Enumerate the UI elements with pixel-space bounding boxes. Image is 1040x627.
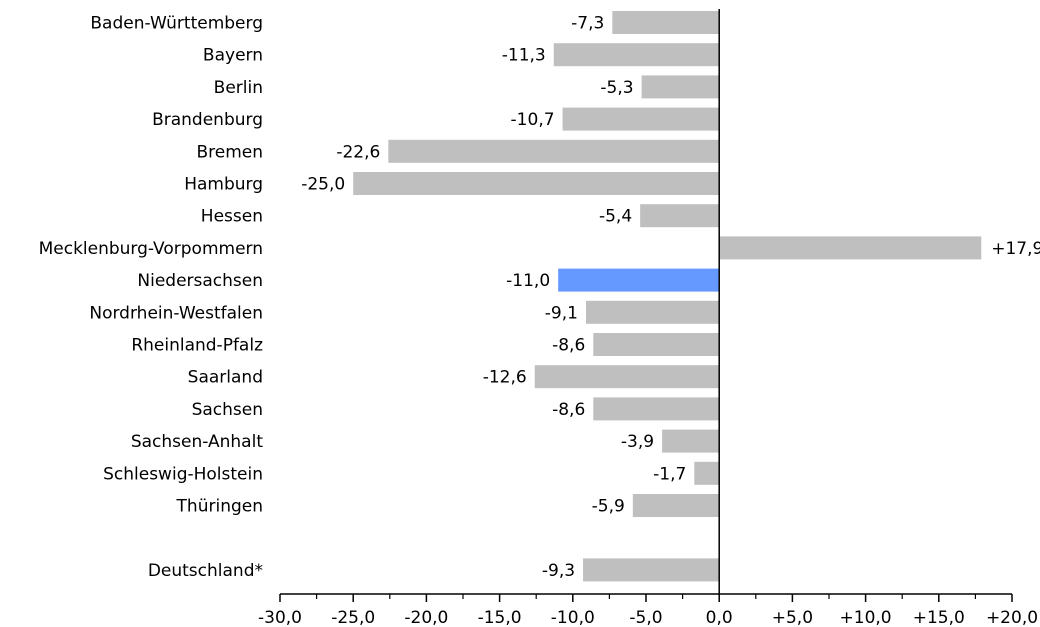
bar-highlighted: [558, 268, 720, 292]
value-label: -8,6: [552, 336, 585, 356]
bar: [583, 558, 720, 582]
x-tick-label: -20,0: [404, 608, 448, 627]
category-label: Thüringen: [176, 497, 263, 517]
value-label: +17,9: [991, 239, 1040, 259]
value-label: -5,9: [592, 497, 625, 517]
value-label: -9,3: [542, 561, 575, 581]
bar: [593, 397, 720, 421]
x-tick-label: -15,0: [478, 608, 522, 627]
value-labels-layer: -7,3 -11,3 -5,3 -10,7 -22,6 -25,0 -5,4 +17,9 -11…: [301, 14, 1040, 581]
value-label: -10,7: [511, 110, 555, 130]
value-label: -8,6: [552, 400, 585, 420]
category-label: Nordrhein-Westfalen: [89, 303, 263, 323]
value-label: -5,4: [599, 207, 632, 227]
category-label: Schleswig-Holstein: [103, 464, 263, 484]
bar: [593, 333, 720, 356]
bar: [641, 75, 720, 99]
category-label: Mecklenburg-Vorpommern: [39, 239, 263, 259]
category-label: Sachsen-Anhalt: [131, 432, 263, 452]
category-label: Sachsen: [192, 400, 263, 420]
x-tick-label: +15,0: [913, 608, 965, 627]
x-tick-label: -30,0: [258, 608, 302, 627]
bar: [562, 107, 720, 131]
bar: [612, 11, 720, 34]
bar: [353, 172, 720, 195]
value-label: -12,6: [483, 368, 527, 388]
value-label: -9,1: [545, 303, 578, 323]
value-label: -11,3: [502, 46, 546, 66]
tick-labels-layer: -30,0 -25,0 -20,0 -15,0 -10,0 -5,0 0,0 +5,0 +10,…: [258, 608, 1038, 627]
category-label: Bremen: [196, 142, 263, 162]
category-labels-layer: Baden-Württemberg Bayern Berlin Brandenburg…: [39, 14, 264, 581]
x-tick-label: 0,0: [706, 608, 733, 627]
value-label: -22,6: [336, 142, 380, 162]
category-label: Niedersachsen: [137, 271, 263, 291]
value-label: -5,3: [600, 78, 633, 98]
bar: [640, 204, 720, 228]
x-tick-label: +10,0: [840, 608, 892, 627]
value-label: -7,3: [571, 14, 604, 34]
x-tick-label: +5,0: [772, 608, 813, 627]
category-label: Rheinland-Pfalz: [131, 336, 263, 356]
value-label: -1,7: [653, 464, 686, 484]
x-tick-label: -25,0: [331, 608, 375, 627]
value-label: -11,0: [506, 271, 550, 291]
bars-layer: [353, 11, 982, 582]
x-tick-label: -5,0: [629, 608, 662, 627]
bar: [388, 139, 720, 163]
category-label: Hessen: [201, 207, 263, 227]
x-tick-label: +20,0: [986, 608, 1038, 627]
bar: [662, 429, 720, 453]
category-label: Brandenburg: [152, 110, 263, 130]
bar: [534, 365, 720, 389]
category-label: Deutschland*: [148, 561, 263, 581]
category-label: Hamburg: [184, 175, 263, 195]
value-label: -3,9: [621, 432, 654, 452]
category-label: Baden-Württemberg: [90, 14, 263, 34]
category-label: Bayern: [203, 46, 263, 66]
axes-layer: [279, 9, 1013, 602]
x-tick-label: -10,0: [551, 608, 595, 627]
bar: [632, 494, 720, 517]
bar: [553, 43, 720, 67]
category-label: Berlin: [214, 78, 263, 98]
bar: [719, 236, 982, 260]
value-label: -25,0: [301, 175, 345, 195]
bar: [694, 461, 720, 485]
bar: [585, 300, 720, 324]
category-label: Saarland: [188, 368, 263, 388]
